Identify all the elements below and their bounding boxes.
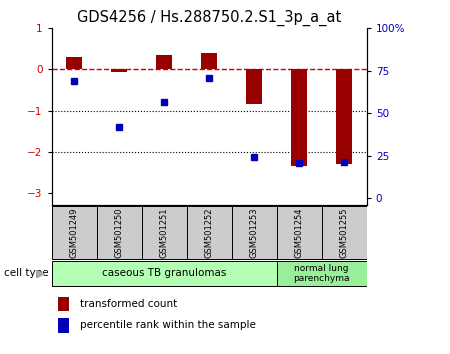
Bar	[247, 69, 262, 104]
Text: transformed count: transformed count	[80, 299, 177, 309]
Text: cell type: cell type	[4, 268, 49, 279]
Bar	[292, 69, 307, 166]
Text: GSM501251: GSM501251	[160, 207, 169, 258]
Text: GSM501255: GSM501255	[340, 207, 349, 258]
Bar	[157, 55, 172, 69]
Bar	[337, 69, 352, 164]
Bar	[202, 53, 217, 69]
Title: GDS4256 / Hs.288750.2.S1_3p_a_at: GDS4256 / Hs.288750.2.S1_3p_a_at	[77, 9, 342, 25]
Text: normal lung
parenchyma: normal lung parenchyma	[293, 264, 350, 283]
FancyBboxPatch shape	[52, 206, 97, 259]
Text: ▶: ▶	[37, 268, 45, 279]
FancyBboxPatch shape	[322, 206, 366, 259]
Bar	[112, 69, 127, 72]
Text: GSM501253: GSM501253	[250, 207, 259, 258]
Text: caseous TB granulomas: caseous TB granulomas	[102, 268, 226, 279]
Text: GSM501250: GSM501250	[115, 207, 124, 258]
FancyBboxPatch shape	[277, 261, 366, 286]
Text: GSM501249: GSM501249	[70, 207, 79, 258]
Bar	[58, 297, 69, 312]
FancyBboxPatch shape	[52, 261, 276, 286]
Text: GSM501252: GSM501252	[205, 207, 214, 258]
FancyBboxPatch shape	[142, 206, 187, 259]
Text: GSM501254: GSM501254	[295, 207, 304, 258]
Bar	[67, 57, 82, 69]
FancyBboxPatch shape	[232, 206, 276, 259]
Text: percentile rank within the sample: percentile rank within the sample	[80, 320, 256, 330]
Bar	[58, 318, 69, 332]
FancyBboxPatch shape	[97, 206, 141, 259]
FancyBboxPatch shape	[187, 206, 231, 259]
FancyBboxPatch shape	[277, 206, 321, 259]
